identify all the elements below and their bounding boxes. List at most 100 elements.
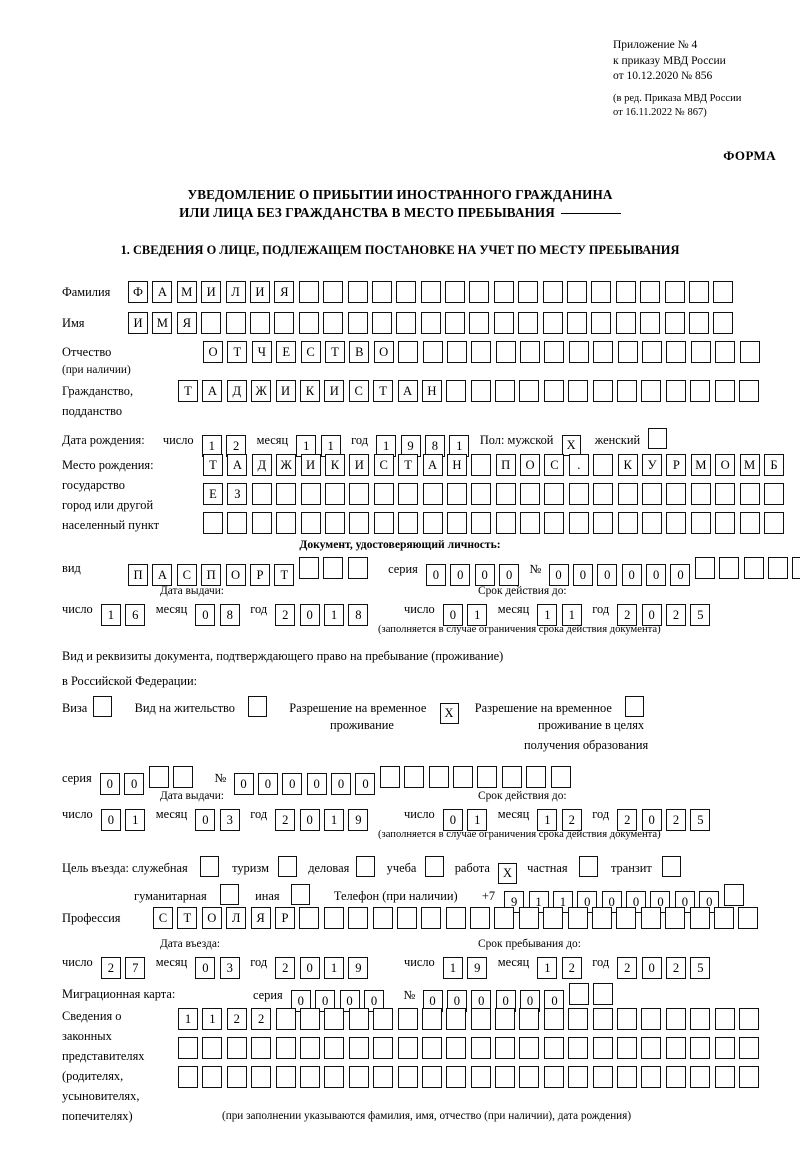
char-cell[interactable] bbox=[227, 512, 248, 534]
char-cell[interactable]: 5 bbox=[690, 809, 711, 831]
char-cell[interactable]: 0 bbox=[499, 564, 520, 586]
char-cell[interactable] bbox=[714, 1008, 735, 1030]
purpose-official-checkbox[interactable] bbox=[199, 856, 219, 877]
char-cell[interactable]: Т bbox=[177, 907, 198, 929]
purpose-private-checkbox[interactable] bbox=[578, 856, 598, 877]
char-cell[interactable] bbox=[723, 884, 744, 906]
char-cell[interactable]: И bbox=[128, 312, 148, 334]
char-cell[interactable]: 5 bbox=[690, 604, 711, 626]
char-cell[interactable]: О bbox=[201, 907, 222, 929]
char-cell[interactable] bbox=[251, 512, 272, 534]
char-cell[interactable] bbox=[641, 1008, 662, 1030]
char-cell[interactable] bbox=[299, 907, 320, 929]
char-cell[interactable] bbox=[520, 512, 541, 534]
char-cell[interactable]: 0 bbox=[450, 564, 471, 586]
char-cell[interactable] bbox=[715, 512, 736, 534]
char-cell[interactable] bbox=[300, 512, 321, 534]
char-cell[interactable]: 1 bbox=[324, 957, 345, 979]
char-cell[interactable] bbox=[323, 557, 344, 579]
char-cell[interactable]: Л bbox=[226, 907, 247, 929]
char-cell[interactable] bbox=[274, 312, 295, 334]
char-cell[interactable] bbox=[226, 1037, 247, 1059]
char-cell[interactable] bbox=[640, 907, 661, 929]
char-cell[interactable]: Н bbox=[421, 380, 442, 402]
char-cell[interactable]: Е bbox=[203, 483, 223, 505]
char-cell[interactable]: В bbox=[349, 341, 370, 363]
char-cell[interactable]: С bbox=[373, 454, 394, 476]
char-cell[interactable] bbox=[203, 512, 223, 534]
char-cell[interactable]: О bbox=[203, 341, 223, 363]
char-cell[interactable] bbox=[641, 1066, 662, 1088]
char-cell[interactable] bbox=[617, 483, 638, 505]
char-cell[interactable] bbox=[690, 341, 711, 363]
char-cell[interactable]: А bbox=[202, 380, 223, 402]
char-cell[interactable]: 2 bbox=[275, 604, 296, 626]
char-cell[interactable]: 0 bbox=[282, 773, 303, 795]
char-cell[interactable] bbox=[453, 766, 474, 788]
char-cell[interactable]: 2 bbox=[226, 435, 247, 457]
purpose-humanitarian-checkbox[interactable] bbox=[219, 884, 239, 905]
char-cell[interactable]: С bbox=[348, 380, 369, 402]
char-cell[interactable] bbox=[568, 1008, 589, 1030]
char-cell[interactable] bbox=[714, 1066, 735, 1088]
char-cell[interactable]: 0 bbox=[641, 604, 662, 626]
char-cell[interactable] bbox=[665, 907, 686, 929]
char-cell[interactable] bbox=[518, 907, 539, 929]
char-cell[interactable]: 0 bbox=[597, 564, 618, 586]
char-cell[interactable] bbox=[520, 341, 541, 363]
char-cell[interactable] bbox=[763, 483, 784, 505]
char-cell[interactable]: 1 bbox=[324, 809, 345, 831]
char-cell[interactable] bbox=[568, 1037, 589, 1059]
temp-edu-checkbox[interactable] bbox=[624, 696, 644, 717]
char-cell[interactable] bbox=[763, 512, 784, 534]
char-cell[interactable]: П bbox=[128, 564, 148, 586]
birth-place-row-3[interactable] bbox=[203, 512, 788, 534]
char-cell[interactable]: 0 bbox=[195, 604, 216, 626]
sex-female-checkbox[interactable] bbox=[648, 428, 668, 449]
char-cell[interactable]: Ф bbox=[128, 281, 148, 303]
char-cell[interactable]: 2 bbox=[617, 809, 638, 831]
char-cell[interactable] bbox=[422, 512, 443, 534]
char-cell[interactable] bbox=[323, 312, 344, 334]
char-cell[interactable]: Р bbox=[249, 564, 270, 586]
char-cell[interactable]: 0 bbox=[306, 773, 327, 795]
char-cell[interactable] bbox=[568, 483, 589, 505]
char-cell[interactable] bbox=[642, 512, 663, 534]
char-cell[interactable] bbox=[519, 1066, 540, 1088]
char-cell[interactable] bbox=[543, 1037, 564, 1059]
char-cell[interactable] bbox=[617, 1037, 638, 1059]
char-cell[interactable] bbox=[526, 766, 547, 788]
char-cell[interactable]: А bbox=[152, 564, 173, 586]
char-cell[interactable] bbox=[251, 1037, 272, 1059]
char-cell[interactable]: А bbox=[422, 454, 443, 476]
char-cell[interactable]: 1 bbox=[537, 809, 558, 831]
char-cell[interactable]: 1 bbox=[537, 957, 558, 979]
char-cell[interactable]: С bbox=[300, 341, 321, 363]
char-cell[interactable] bbox=[550, 766, 571, 788]
char-cell[interactable] bbox=[495, 483, 516, 505]
char-cell[interactable]: И bbox=[300, 454, 321, 476]
char-cell[interactable] bbox=[713, 312, 734, 334]
char-cell[interactable] bbox=[495, 1008, 516, 1030]
char-cell[interactable] bbox=[665, 1008, 686, 1030]
char-cell[interactable]: 1 bbox=[467, 809, 488, 831]
char-cell[interactable] bbox=[640, 281, 661, 303]
char-cell[interactable]: 0 bbox=[442, 809, 463, 831]
char-cell[interactable] bbox=[202, 1066, 223, 1088]
char-cell[interactable] bbox=[592, 1066, 613, 1088]
char-cell[interactable]: 0 bbox=[355, 773, 376, 795]
char-cell[interactable] bbox=[664, 312, 685, 334]
char-cell[interactable] bbox=[665, 1037, 686, 1059]
char-cell[interactable]: М bbox=[690, 454, 711, 476]
